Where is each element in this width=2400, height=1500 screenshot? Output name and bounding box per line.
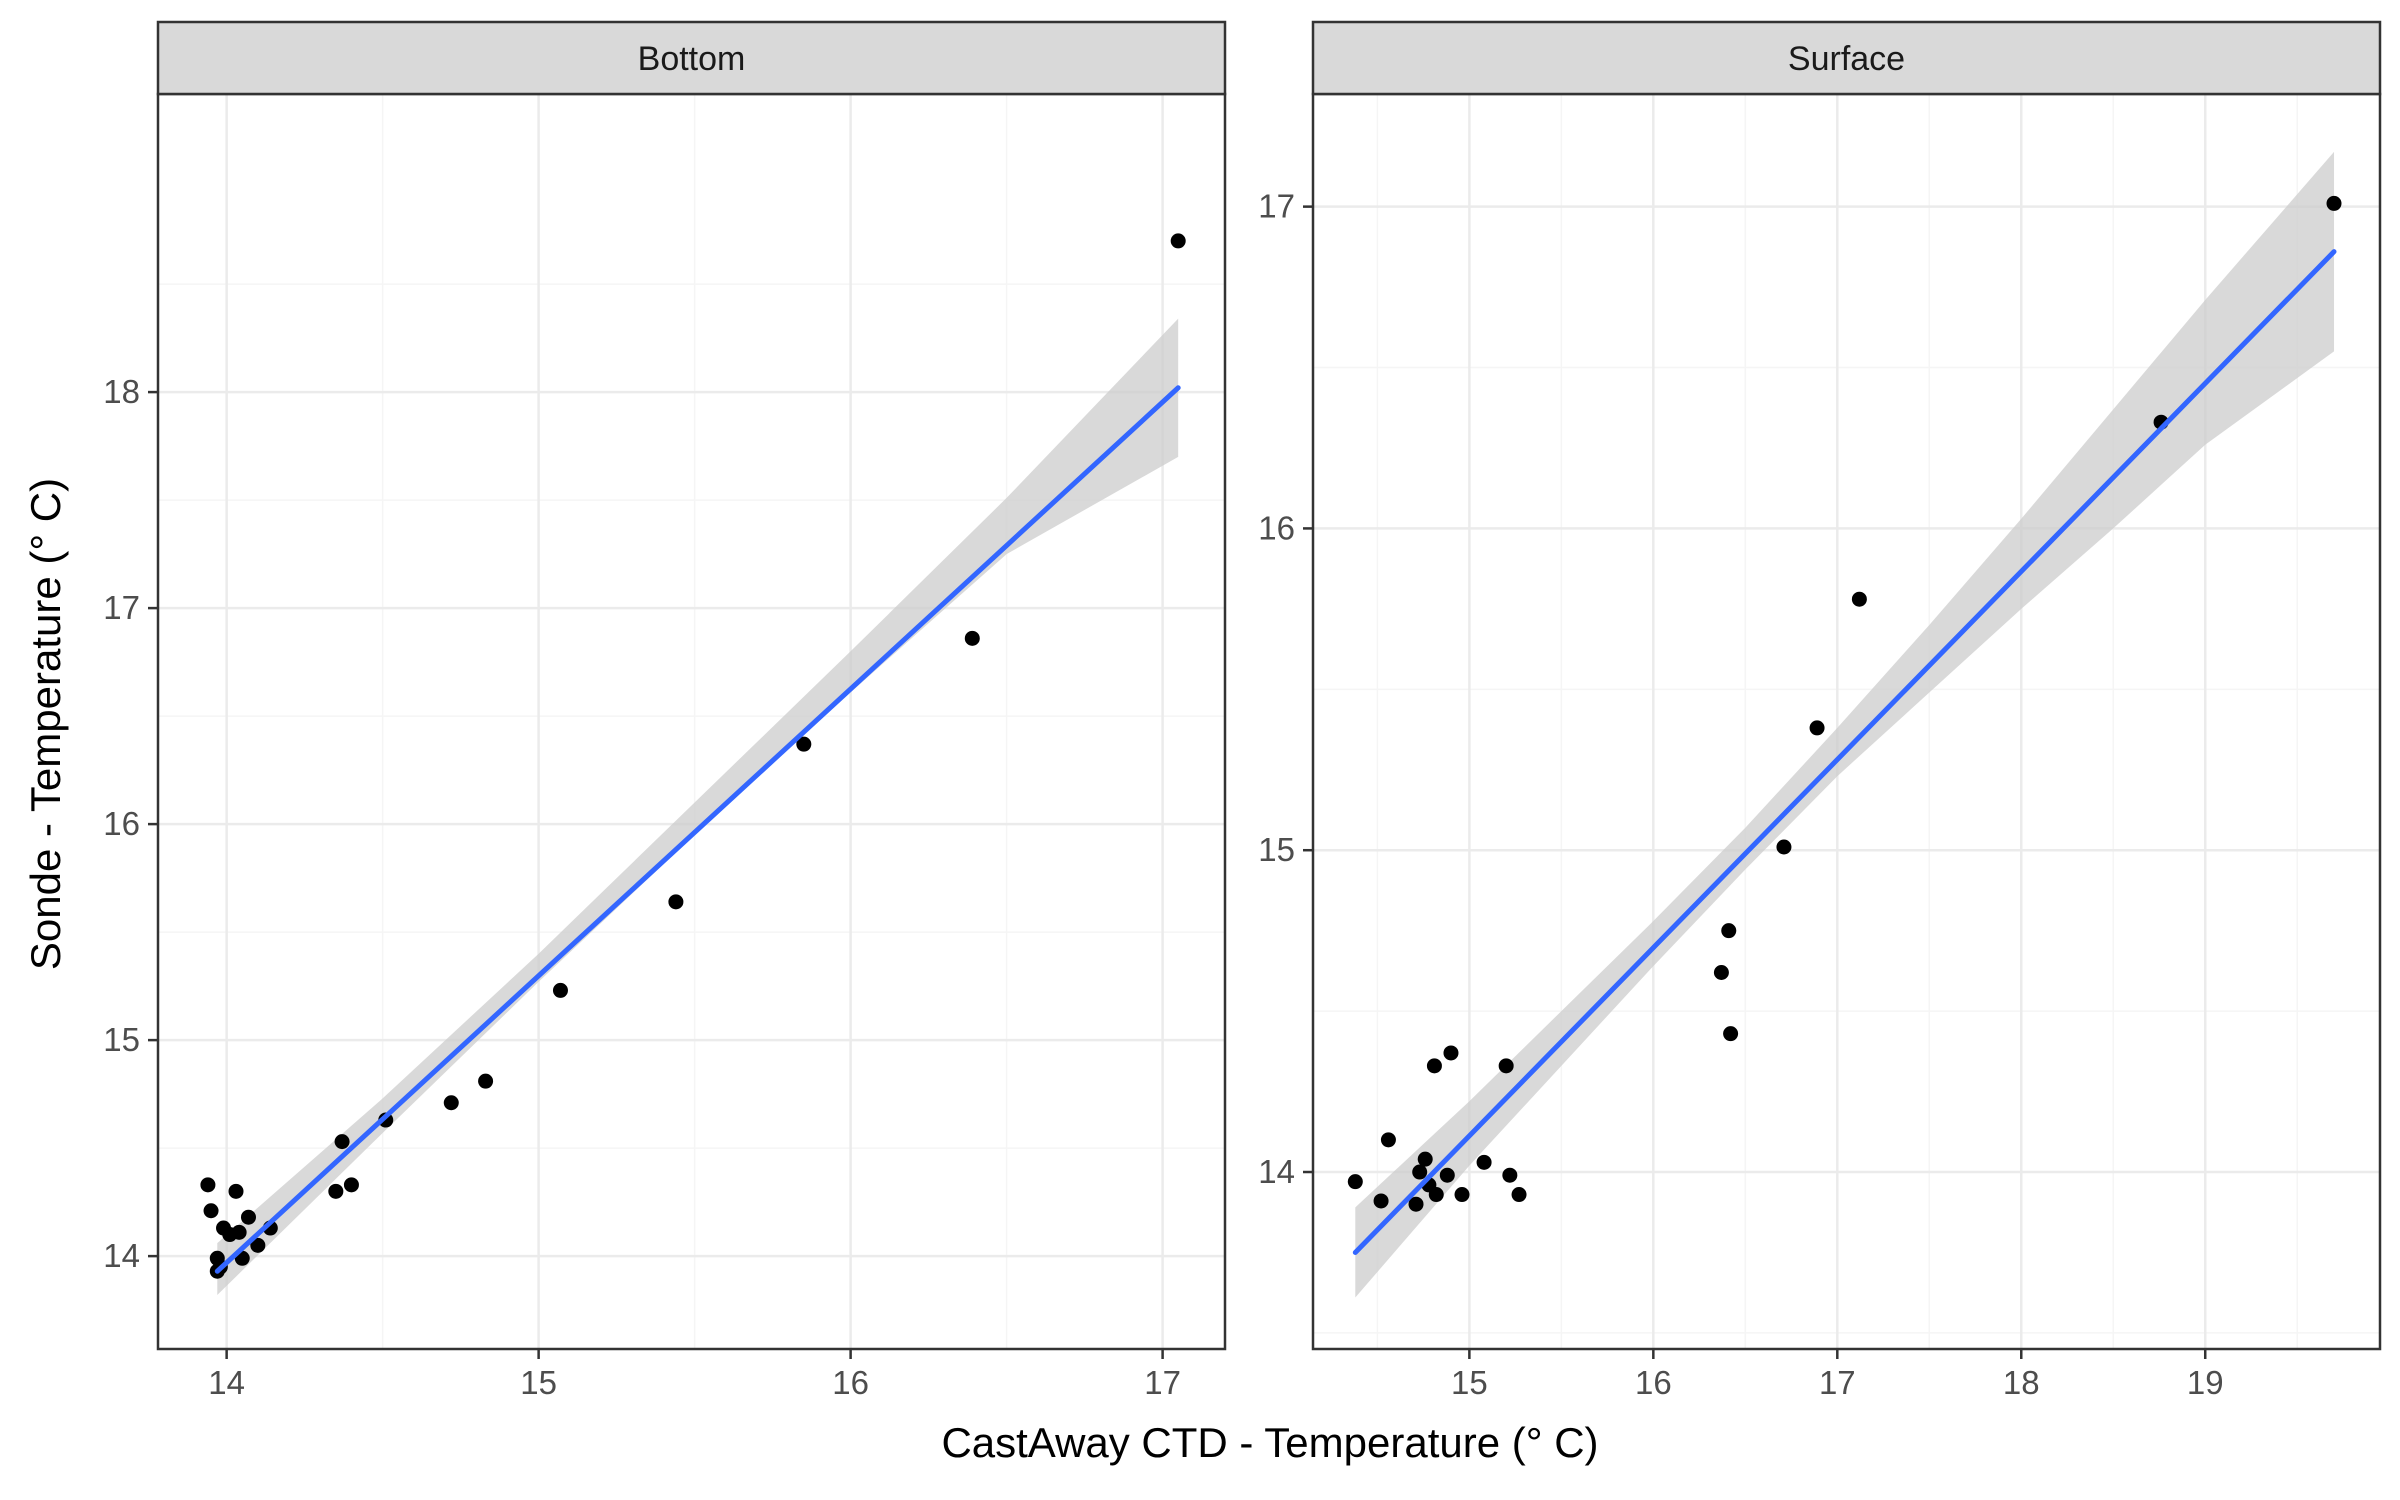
x-tick-label: 15: [520, 1364, 557, 1401]
data-point: [2326, 195, 2342, 211]
confidence-band: [1355, 151, 2335, 1298]
data-point: [328, 1183, 344, 1199]
data-point: [1454, 1187, 1470, 1203]
x-tick-label: 16: [832, 1364, 869, 1401]
data-point: [203, 1203, 219, 1219]
data-point: [1347, 1174, 1363, 1190]
y-tick-label: 16: [103, 805, 140, 842]
data-point: [240, 1209, 256, 1225]
facets-layer: Bottom 14 15 16 17 14 15 16 17 18 Surface 15 16 17 18 1…: [103, 20, 2382, 1401]
data-point: [1502, 1167, 1518, 1183]
data-point: [1443, 1045, 1459, 1061]
y-tick-label: 15: [103, 1021, 140, 1058]
data-point: [1713, 965, 1729, 980]
data-point: [1428, 1187, 1444, 1203]
data-point: [1373, 1193, 1389, 1209]
data-point: [1851, 591, 1867, 607]
data-point: [228, 1183, 244, 1199]
x-tick-label: 14: [208, 1364, 245, 1401]
data-point: [1426, 1058, 1442, 1074]
x-tick-label: 17: [1144, 1364, 1181, 1401]
data-point: [1809, 720, 1825, 736]
x-tick-label: 19: [2187, 1364, 2224, 1401]
regression-line: [1352, 249, 2337, 1255]
data-point: [1417, 1151, 1433, 1167]
x-axis-title: CastAway CTD - Temperature (° C): [941, 1419, 1598, 1466]
data-point: [478, 1073, 494, 1089]
data-point: [1412, 1164, 1428, 1180]
facet-panel-bottom: Bottom 14 15 16 17 14 15 16 17 18: [103, 20, 1227, 1401]
facet-panel-surface: Surface 15 16 17 18 19 14 15 16 17: [1258, 20, 2382, 1401]
y-tick-label: 18: [103, 373, 140, 410]
data-point: [1439, 1167, 1455, 1183]
x-tick-label: 17: [1819, 1364, 1856, 1401]
data-point: [1776, 839, 1792, 855]
data-point: [1723, 1026, 1739, 1042]
x-tick-label: 16: [1635, 1364, 1672, 1401]
y-tick-label: 17: [1258, 188, 1295, 225]
data-point: [668, 894, 684, 910]
facet-strip-label: Surface: [1788, 40, 1905, 78]
data-point: [552, 982, 568, 998]
data-point: [1170, 233, 1186, 249]
y-tick-label: 16: [1258, 509, 1295, 546]
facet-strip: [156, 20, 1227, 96]
data-point: [334, 1134, 350, 1150]
data-point: [1721, 923, 1737, 939]
data-point: [796, 736, 812, 752]
data-point: [1380, 1132, 1396, 1148]
y-tick-label: 14: [1258, 1153, 1295, 1190]
facet-strip-label: Bottom: [638, 40, 746, 78]
data-point: [443, 1095, 459, 1111]
data-point: [1476, 1154, 1492, 1170]
data-point: [964, 630, 980, 646]
data-point: [1408, 1196, 1424, 1212]
data-point: [231, 1224, 247, 1240]
data-point: [1511, 1187, 1527, 1203]
data-point: [250, 1237, 266, 1253]
y-tick-label: 17: [103, 589, 140, 626]
facet-strip: [1311, 20, 2382, 96]
y-tick-label: 14: [103, 1237, 140, 1274]
y-tick-label: 15: [1258, 831, 1295, 868]
y-axis-title: Sonde - Temperature (° C): [22, 478, 69, 970]
x-tick-label: 18: [2003, 1364, 2040, 1401]
regression-line: [214, 385, 1181, 1274]
x-tick-label: 15: [1451, 1364, 1488, 1401]
data-point: [200, 1177, 216, 1193]
data-point: [1498, 1058, 1514, 1074]
data-point: [343, 1177, 359, 1193]
